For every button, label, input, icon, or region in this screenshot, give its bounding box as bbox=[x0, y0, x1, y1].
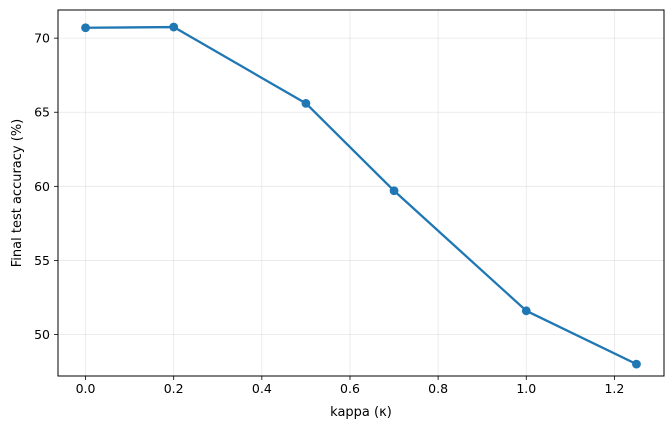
x-tick-label: 1.2 bbox=[604, 381, 624, 396]
data-point bbox=[632, 359, 641, 369]
y-tick-label: 65 bbox=[34, 105, 50, 120]
plot-frame bbox=[57, 9, 665, 377]
x-tick-label: 0.6 bbox=[340, 381, 360, 396]
y-tick-label: 55 bbox=[34, 253, 50, 268]
x-tick-label: 0.0 bbox=[76, 381, 96, 396]
y-axis-label: Final test accuracy (%) bbox=[10, 119, 25, 267]
series-line bbox=[84, 25, 638, 366]
series-layer bbox=[81, 22, 641, 369]
x-tick-label: 0.8 bbox=[428, 381, 448, 396]
data-point bbox=[521, 306, 531, 316]
data-point bbox=[389, 186, 399, 196]
data-point bbox=[301, 98, 311, 108]
y-tick-label: 60 bbox=[34, 179, 50, 194]
x-axis: 0.0 0.2 0.4 0.6 0.8 1.0 1.2 bbox=[76, 376, 624, 396]
x-tick-label: 1.0 bbox=[516, 381, 536, 396]
grid bbox=[58, 10, 664, 376]
y-tick-label: 70 bbox=[34, 31, 50, 46]
data-point bbox=[169, 22, 179, 32]
x-tick-label: 0.4 bbox=[252, 381, 272, 396]
y-axis: 50 55 60 65 70 bbox=[34, 31, 58, 342]
y-tick-label: 50 bbox=[34, 327, 50, 342]
x-axis-label: kappa (κ) bbox=[330, 405, 392, 420]
x-tick-label: 0.2 bbox=[164, 381, 184, 396]
data-point bbox=[81, 23, 90, 33]
